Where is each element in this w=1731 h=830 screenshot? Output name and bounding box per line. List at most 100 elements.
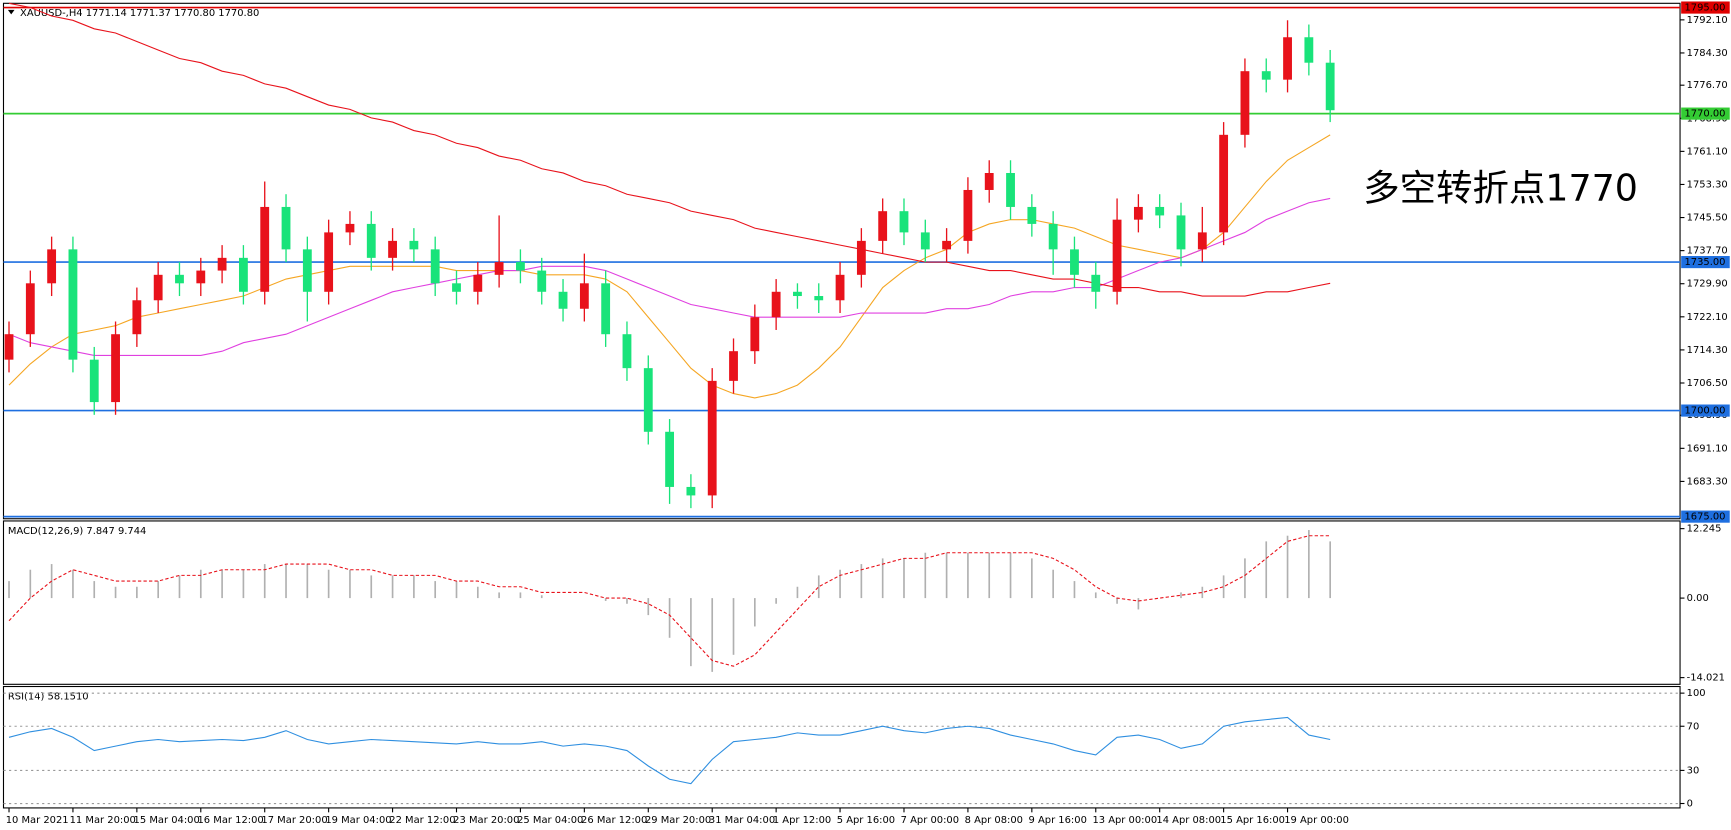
candle-body	[537, 270, 547, 292]
candle-body	[1112, 219, 1122, 292]
candle-body	[835, 274, 845, 301]
level-label-box	[1681, 510, 1730, 523]
candle-body	[920, 232, 930, 250]
level-label: 1735.00	[1684, 257, 1725, 268]
candle-body	[1091, 274, 1101, 292]
level-label: 1795.00	[1684, 3, 1725, 14]
candle-body	[665, 431, 675, 487]
candle-body	[814, 296, 824, 301]
candle-body	[1219, 134, 1229, 233]
candle-body	[1325, 62, 1335, 111]
macd-panel	[2, 520, 1681, 685]
x-tick-label: 25 Mar 04:00	[517, 815, 583, 826]
candle-body	[963, 189, 973, 241]
menu-triangle[interactable]	[7, 9, 15, 15]
candle-body	[175, 274, 184, 284]
level-label-box	[1681, 1, 1730, 14]
x-tick-label: 19 Mar 04:00	[325, 815, 391, 826]
level-label: 1675.00	[1684, 512, 1725, 523]
x-tick-label: 14 Apr 08:00	[1156, 815, 1221, 826]
moving-average	[8, 134, 1331, 399]
candle-body	[494, 262, 504, 275]
candle-body	[1197, 232, 1207, 250]
candle-body	[281, 206, 291, 250]
panel-title: MACD(12,26,9) 7.847 9.744	[8, 526, 146, 537]
main-panel	[2, 2, 1681, 520]
candle-body	[1283, 37, 1292, 80]
x-tick-label: 22 Mar 12:00	[389, 815, 455, 826]
y-tick-label: 12.245	[1687, 524, 1722, 535]
candle-body	[899, 211, 909, 233]
candle-body	[1133, 206, 1143, 220]
rsi-panel	[2, 685, 1681, 809]
panel-title: RSI(14) 58.1510	[8, 691, 89, 702]
candle-body	[68, 249, 78, 360]
y-tick-label: 1714.30	[1687, 345, 1728, 356]
candle-body	[750, 317, 760, 352]
moving-average	[8, 2, 1331, 297]
candle-body	[132, 300, 142, 335]
panel-title: XAUUSD-,H4 1771.14 1771.37 1770.80 1770.…	[20, 8, 259, 19]
x-tick-label: 23 Mar 20:00	[453, 815, 519, 826]
y-tick-label: 100	[1687, 688, 1706, 699]
candle-body	[452, 283, 461, 292]
candle-body	[771, 291, 781, 318]
candle-body	[1304, 37, 1314, 63]
y-tick-label: 30	[1687, 765, 1700, 776]
candle-body	[1070, 249, 1079, 275]
x-tick-label: 11 Mar 20:00	[70, 815, 136, 826]
candle-body	[47, 249, 57, 284]
moving-average	[8, 197, 1331, 356]
y-tick-label: 1761.10	[1687, 146, 1728, 157]
candle-body	[4, 334, 14, 360]
candle-body	[984, 173, 994, 190]
candle-body	[516, 262, 525, 271]
x-tick-label: 29 Mar 20:00	[645, 815, 711, 826]
candle-body	[217, 257, 227, 271]
candle-body	[1027, 206, 1037, 224]
x-tick-label: 31 Mar 04:00	[709, 815, 775, 826]
candle-body	[366, 223, 376, 258]
candle-body	[1261, 71, 1271, 80]
rsi-line	[8, 716, 1331, 785]
candle-body	[856, 240, 866, 275]
candle-body	[1155, 206, 1165, 216]
candle-body	[388, 240, 397, 258]
y-tick-label: 1691.10	[1687, 443, 1728, 454]
x-tick-label: 26 Mar 12:00	[581, 815, 647, 826]
candle-body	[878, 211, 888, 241]
y-tick-label: 1706.50	[1687, 378, 1728, 389]
y-tick-label: 1722.10	[1687, 312, 1728, 323]
candle-body	[302, 249, 312, 292]
x-tick-label: 15 Mar 04:00	[134, 815, 200, 826]
x-tick-label: 19 Apr 00:00	[1284, 815, 1349, 826]
candle-body	[579, 283, 589, 309]
candle-body	[25, 283, 35, 335]
y-tick-label: 1792.10	[1687, 15, 1728, 26]
x-tick-label: 17 Mar 20:00	[261, 815, 327, 826]
x-tick-label: 9 Apr 16:00	[1029, 815, 1087, 826]
x-tick-label: 1 Apr 12:00	[773, 815, 831, 826]
y-tick-label: 1683.30	[1687, 476, 1728, 487]
candle-body	[260, 206, 270, 292]
y-tick-label: 1776.70	[1687, 80, 1728, 91]
candle-body	[473, 274, 483, 292]
candle-body	[601, 283, 611, 335]
candle-body	[430, 249, 440, 284]
signal-line	[8, 535, 1331, 667]
candle-body	[1006, 173, 1015, 207]
candle-body	[153, 274, 163, 301]
y-tick-label: 1753.30	[1687, 179, 1728, 190]
x-tick-label: 5 Apr 16:00	[837, 815, 895, 826]
level-label: 1770.00	[1684, 109, 1725, 120]
candle-body	[686, 486, 696, 496]
candle-body	[111, 334, 120, 403]
candle-body	[89, 359, 99, 403]
y-tick-label: 1784.30	[1687, 48, 1728, 59]
candle-body	[1048, 223, 1058, 250]
candle-body	[622, 334, 632, 369]
y-tick-label: 0	[1687, 799, 1693, 810]
candle-body	[643, 368, 653, 432]
